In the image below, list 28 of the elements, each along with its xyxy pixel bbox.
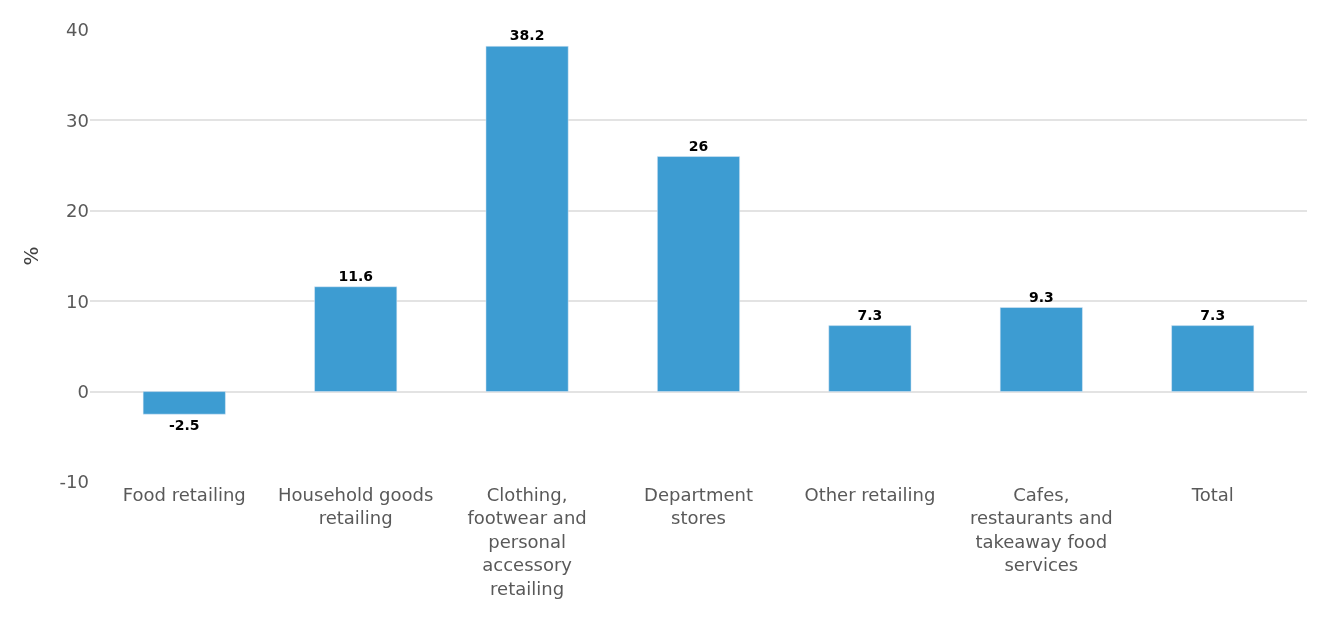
bar — [142, 391, 226, 415]
y-tick-label: 30 — [66, 109, 89, 131]
x-tick-label: Food retailing — [122, 484, 246, 505]
x-tick-label: Household goods retailing — [278, 484, 434, 529]
y-axis-title: % — [19, 246, 44, 266]
bar — [999, 307, 1083, 392]
y-tick-label: 0 — [77, 380, 89, 402]
x-tick-label: Clothing, footwear and personal accessory retailing — [467, 484, 587, 599]
bar — [828, 325, 912, 392]
bar — [314, 286, 398, 392]
bar — [1171, 325, 1255, 392]
bar — [485, 46, 569, 392]
data-label: 9.3 — [1028, 288, 1054, 305]
bar — [657, 156, 740, 392]
data-label: 26 — [688, 137, 709, 154]
data-label: -2.5 — [168, 417, 200, 434]
x-tick-label: Cafes, restaurants and takeaway food services — [969, 484, 1113, 576]
y-tick-label: 10 — [66, 290, 89, 312]
data-label: 7.3 — [857, 306, 883, 323]
x-tick-label: Department stores — [644, 484, 753, 529]
data-label: 7.3 — [1200, 306, 1226, 323]
x-tick-label: Total — [1190, 484, 1234, 505]
y-tick-label: -10 — [59, 471, 89, 493]
y-tick-label: 40 — [66, 19, 89, 41]
y-tick-label: 20 — [66, 200, 89, 222]
x-tick-label: Other retailing — [804, 484, 936, 505]
data-label: 11.6 — [338, 267, 373, 284]
data-label: 38.2 — [509, 27, 545, 44]
